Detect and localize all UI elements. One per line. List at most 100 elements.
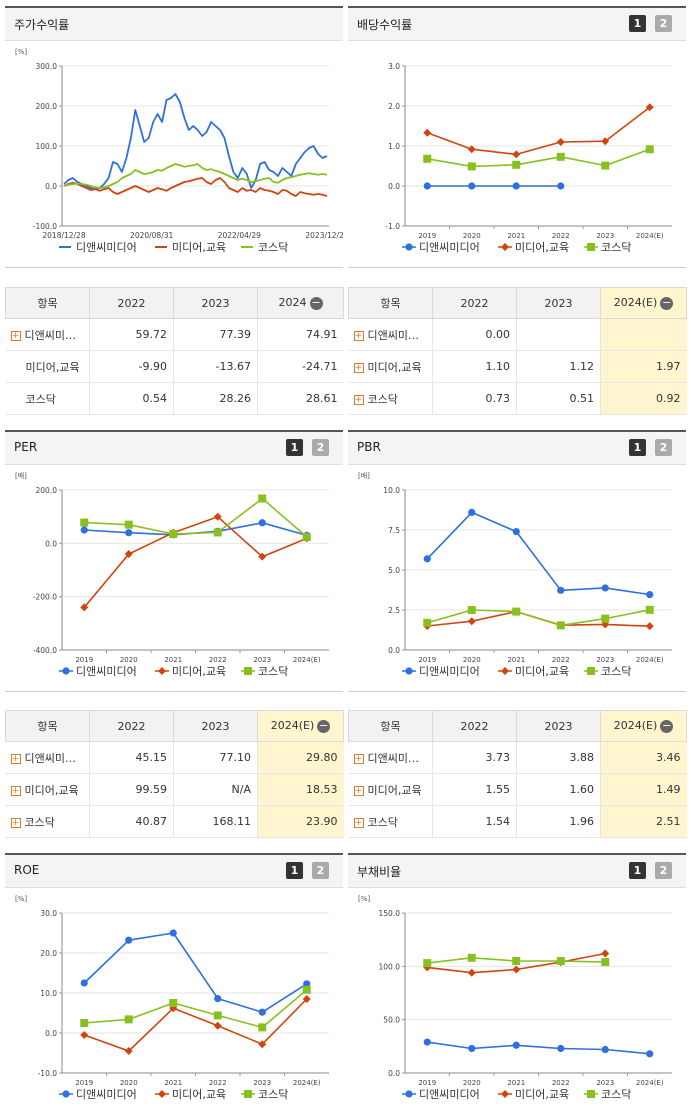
y-tick-label: 30.0 — [40, 909, 57, 918]
data-point — [557, 182, 565, 190]
series-line — [83, 932, 308, 1013]
data-point — [169, 999, 178, 1007]
data-point — [302, 985, 311, 994]
y-tick-label: 2.0 — [388, 102, 400, 111]
period-button-1[interactable]: 1 — [286, 862, 303, 879]
x-tick-label: 2022 — [209, 1079, 227, 1087]
row-name-cell: + 미디어,교육 — [5, 773, 90, 806]
x-tick-label: 2021 — [164, 656, 182, 664]
period-button-2[interactable]: 2 — [312, 439, 329, 456]
data-point — [512, 957, 521, 965]
data-point — [124, 1047, 133, 1055]
x-tick-label: 2024(E) — [293, 1079, 321, 1087]
x-tick-label: 2024(E) — [636, 232, 664, 240]
period-button-1[interactable]: 1 — [629, 15, 646, 32]
expand-plus-icon[interactable]: + — [10, 785, 21, 796]
data-point — [556, 957, 565, 965]
expand-plus-icon[interactable]: + — [10, 753, 21, 764]
chart-dividend-yield: -1.0 0.0 1.0 2.0 3.0 2019 2020 2021 2022 2023 2024… — [385, 62, 672, 254]
x-tick-label: 2021 — [164, 1079, 182, 1087]
y-tick-label: -10.0 — [38, 1069, 58, 1078]
data-point — [512, 150, 521, 159]
panel-header: ROE 1 2 — [5, 853, 343, 888]
data-point — [601, 137, 610, 146]
table-header-row: 항목 2022 2023 2024(E) − — [348, 710, 687, 742]
data-point — [557, 586, 565, 594]
y-tick-label: 200.0 — [36, 102, 58, 111]
value-cell: 0.54 — [89, 382, 174, 415]
value-cell: 59.72 — [89, 318, 174, 351]
data-point — [125, 529, 133, 537]
x-tick-label: 2021 — [507, 232, 525, 240]
table-pbr: 항목 2022 2023 2024(E) − + 디앤씨미… 3.73 3.88 3… — [348, 710, 687, 838]
y-tick-label: 0.0 — [388, 182, 400, 191]
expand-plus-icon[interactable]: + — [10, 330, 21, 341]
data-point — [80, 526, 88, 534]
data-point — [512, 160, 521, 169]
data-point — [258, 1008, 266, 1016]
collapse-icon[interactable]: − — [660, 718, 674, 733]
header-cell: 2022 — [432, 287, 517, 319]
table-header-row: 항목 2022 2023 2024(E) − — [5, 710, 344, 742]
data-point — [587, 667, 595, 675]
data-point — [512, 607, 521, 616]
legend-label: 디앤씨미디어 — [76, 1088, 137, 1101]
data-point — [258, 1040, 267, 1049]
series-line — [84, 497, 308, 538]
expand-plus-icon[interactable]: + — [353, 753, 364, 764]
legend-label: 디앤씨미디어 — [76, 241, 137, 254]
chart-roe: [%] -10.0 0.0 10.0 20.0 30.0 2019 2020 2021 2022 2… — [15, 895, 329, 1101]
expand-plus-icon[interactable]: + — [353, 817, 364, 828]
header-cell: 2022 — [89, 710, 174, 742]
header-cell: 2024− — [257, 287, 344, 319]
row-name-cell: 코스닥 — [5, 382, 90, 415]
data-point — [158, 1090, 166, 1098]
expand-plus-icon[interactable]: + — [353, 330, 364, 341]
value-cell: 0.92 — [600, 382, 687, 415]
collapse-icon[interactable]: − — [660, 295, 674, 310]
period-button-1[interactable]: 1 — [629, 862, 646, 879]
y-tick-label: 0.0 — [388, 1069, 400, 1078]
x-tick-label: 2022 — [209, 656, 227, 664]
period-button-2[interactable]: 2 — [312, 862, 329, 879]
axis-unit-label: [%] — [358, 895, 370, 903]
collapse-icon[interactable]: − — [317, 718, 331, 733]
period-button-2[interactable]: 2 — [655, 862, 672, 879]
data-point — [467, 162, 476, 171]
data-point — [405, 243, 413, 251]
x-tick-label: 2022 — [552, 232, 570, 240]
y-tick-label: 20.0 — [40, 949, 57, 958]
row-name-cell: + 디앤씨미… — [5, 741, 90, 774]
series-line — [426, 511, 650, 596]
table-row: + 디앤씨미… 59.72 77.39 74.91 — [5, 318, 344, 351]
period-button-2[interactable]: 2 — [655, 439, 672, 456]
data-point — [646, 1050, 654, 1058]
data-point — [213, 512, 222, 521]
expand-plus-icon[interactable]: + — [353, 362, 364, 373]
expand-plus-icon[interactable]: + — [353, 785, 364, 796]
y-tick-label: -100.0 — [33, 222, 57, 231]
legend-label: 미디어,교육 — [172, 241, 226, 254]
period-button-1[interactable]: 1 — [629, 439, 646, 456]
expand-plus-icon[interactable]: + — [353, 394, 364, 405]
data-point — [601, 584, 609, 592]
data-point — [512, 182, 520, 190]
y-tick-label: 200.0 — [36, 486, 58, 495]
period-button-1[interactable]: 1 — [286, 439, 303, 456]
data-point — [405, 1090, 413, 1098]
data-point — [645, 145, 654, 154]
panel-bottom-border — [5, 267, 343, 268]
row-name-cell: + 코스닥 — [348, 382, 433, 415]
collapse-icon[interactable]: − — [309, 295, 323, 310]
data-point — [80, 603, 89, 612]
row-name-cell: + 디앤씨미… — [5, 318, 90, 351]
expand-plus-icon[interactable]: + — [10, 817, 21, 828]
table-dividend-yield: 항목 2022 2023 2024(E) − + 디앤씨미… 0.00 + 미디어,교… — [348, 287, 687, 415]
table-row: + 코스닥 0.73 0.51 0.92 — [348, 382, 687, 415]
row-name: 코스닥 — [25, 392, 56, 406]
panel-title: PER — [14, 440, 38, 454]
period-button-2[interactable]: 2 — [655, 15, 672, 32]
table-row: + 디앤씨미… 45.15 77.10 29.80 — [5, 741, 344, 774]
panel-header: 주가수익률 — [5, 6, 343, 41]
data-point — [302, 532, 311, 541]
